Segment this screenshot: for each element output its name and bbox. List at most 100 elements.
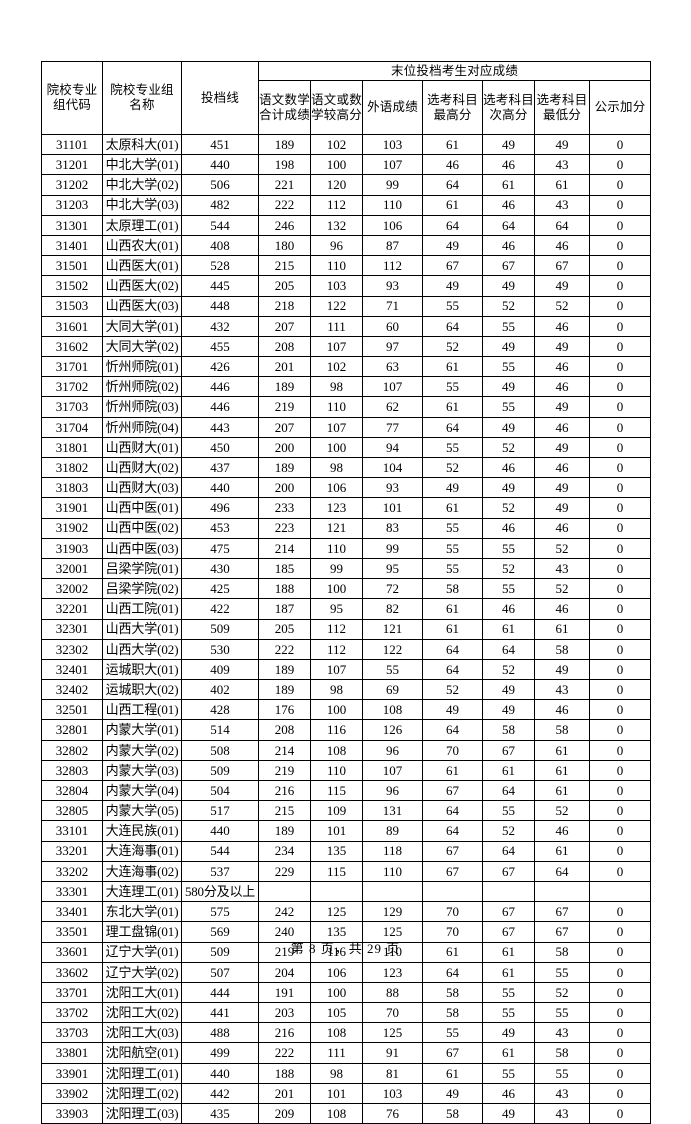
cell-code: 31701 (41, 356, 103, 378)
cell-higher: 108 (310, 1102, 363, 1124)
cell-code: 33702 (41, 1002, 103, 1024)
cell-admission-line: 575 (181, 901, 259, 923)
cell-foreign: 99 (362, 537, 423, 559)
cell-foreign: 91 (362, 1042, 423, 1064)
cell-foreign: 103 (362, 133, 423, 156)
column-header-selective-mid-line1: 选考科目 (483, 92, 534, 107)
cell-admission-line: 422 (181, 598, 259, 620)
cell-foreign: 89 (362, 820, 423, 842)
cell-admission-line: 426 (181, 356, 259, 378)
cell-admission-line: 440 (181, 1062, 259, 1084)
cell-name: 内蒙大学(03) (102, 759, 182, 782)
cell-higher: 123 (310, 497, 363, 519)
cell-foreign: 63 (362, 356, 423, 378)
cell-selective-min: 46 (534, 456, 590, 479)
cell-bonus: 0 (588, 901, 652, 923)
table-row: 32802 内蒙大学(02) 508 214 108 96 70 67 61 0 (41, 739, 652, 761)
cell-bonus: 0 (588, 1102, 652, 1124)
cell-bonus: 0 (588, 1042, 652, 1064)
cell-sum: 216 (258, 1022, 311, 1044)
cell-selective-max: 58 (422, 1102, 483, 1124)
table-body: 31101 太原科大(01) 451 189 102 103 61 49 49 0 31201 中北大… (41, 133, 652, 1124)
cell-foreign: 77 (362, 416, 423, 438)
cell-sum: 187 (258, 598, 311, 620)
cell-foreign: 103 (362, 1082, 423, 1105)
cell-admission-line: 443 (181, 416, 259, 438)
table-row: 33101 大连民族(01) 440 189 101 89 64 52 46 0 (41, 820, 652, 842)
cell-admission-line: 509 (181, 759, 259, 782)
cell-name: 山西中医(01) (102, 497, 182, 519)
cell-bonus: 0 (588, 739, 652, 761)
cell-higher: 98 (310, 679, 363, 701)
cell-selective-mid: 64 (482, 779, 535, 802)
cell-bonus: 0 (588, 860, 652, 882)
cell-selective-max: 58 (422, 578, 483, 600)
cell-foreign: 104 (362, 456, 423, 479)
column-header-selective-min-line1: 选考科目 (536, 92, 588, 107)
cell-higher: 100 (310, 981, 363, 1004)
cell-name: 山西医大(02) (102, 275, 182, 297)
table-row: 31701 忻州师院(01) 426 201 102 63 61 55 46 0 (41, 356, 652, 378)
cell-bonus: 0 (588, 759, 652, 782)
cell-higher: 100 (310, 699, 363, 721)
column-header-name-line2: 名称 (129, 98, 155, 112)
cell-selective-max: 70 (422, 901, 483, 923)
cell-higher: 96 (310, 234, 363, 257)
cell-name: 中北大学(02) (102, 174, 182, 196)
cell-admission-line: 514 (181, 719, 259, 741)
cell-selective-max: 67 (422, 1042, 483, 1064)
column-header-selective-max: 选考科目 最高分 (422, 80, 483, 135)
page-footer: 第 8 页，共 29 页 (0, 938, 691, 957)
cell-higher: 98 (310, 1062, 363, 1084)
cell-sum: 200 (258, 436, 311, 459)
cell-sum: 208 (258, 335, 311, 358)
cell-code: 32201 (41, 598, 103, 620)
cell-higher: 99 (310, 557, 363, 580)
cell-sum: 189 (258, 820, 311, 842)
cell-foreign: 60 (362, 315, 423, 337)
cell-selective-min: 46 (534, 598, 590, 620)
cell-admission-line: 409 (181, 658, 259, 681)
cell-name: 内蒙大学(02) (102, 739, 182, 761)
cell-bonus: 0 (588, 658, 652, 681)
score-table-container: 院校专业 组代码 院校专业组 名称 投档线 末位投档考生对应成绩 语文数学 (41, 61, 652, 1124)
table-row: 33701 沈阳工大(01) 444 191 100 88 58 55 52 0 (41, 981, 652, 1004)
cell-bonus: 0 (588, 356, 652, 378)
table-row: 31601 大同大学(01) 432 207 111 60 64 55 46 0 (41, 315, 652, 337)
cell-selective-max: 52 (422, 679, 483, 701)
column-header-code-line1: 院校专业 (46, 83, 98, 98)
cell-code: 31401 (41, 234, 103, 257)
cell-selective-min: 46 (534, 315, 590, 337)
cell-sum: 222 (258, 638, 311, 660)
cell-code: 33501 (41, 921, 103, 943)
cell-selective-min: 55 (534, 1062, 590, 1084)
cell-selective-min: 43 (534, 1022, 590, 1044)
cell-code: 32302 (41, 638, 103, 660)
cell-bonus: 0 (588, 174, 652, 196)
cell-bonus: 0 (588, 436, 652, 459)
cell-foreign: 72 (362, 578, 423, 600)
cell-selective-max: 58 (422, 1002, 483, 1024)
table-header-sub-row: 语文数学 合计成绩 语文或数 学较高分 外语成绩 选考科目 最高分 (42, 80, 652, 135)
cell-admission-line: 504 (181, 779, 259, 802)
table-row: 31901 山西中医(01) 496 233 123 101 61 52 49 0 (41, 497, 652, 519)
table-row: 31201 中北大学(01) 440 198 100 107 46 46 43 0 (41, 154, 652, 176)
cell-code: 31101 (41, 133, 103, 156)
cell-name: 运城职大(01) (102, 658, 182, 681)
table-row: 33401 东北大学(01) 575 242 125 129 70 67 67 0 (41, 901, 652, 923)
cell-admission-line: 432 (181, 315, 259, 337)
cell-selective-mid: 52 (482, 497, 535, 519)
table-row: 32805 内蒙大学(05) 517 215 109 131 64 55 52 0 (41, 800, 652, 822)
cell-admission-line: 408 (181, 234, 259, 257)
cell-sum: 198 (258, 154, 311, 176)
cell-sum: 203 (258, 1002, 311, 1024)
cell-sum: 222 (258, 194, 311, 216)
cell-sum: 216 (258, 779, 311, 802)
cell-selective-max: 49 (422, 699, 483, 721)
cell-selective-max: 49 (422, 234, 483, 257)
cell-bonus: 0 (588, 497, 652, 519)
table-row: 31903 山西中医(03) 475 214 110 99 55 55 52 0 (41, 537, 652, 559)
cell-selective-mid: 55 (482, 578, 535, 600)
table-row: 32201 山西工院(01) 422 187 95 82 61 46 46 0 (41, 598, 652, 620)
cell-sum: 189 (258, 456, 311, 479)
